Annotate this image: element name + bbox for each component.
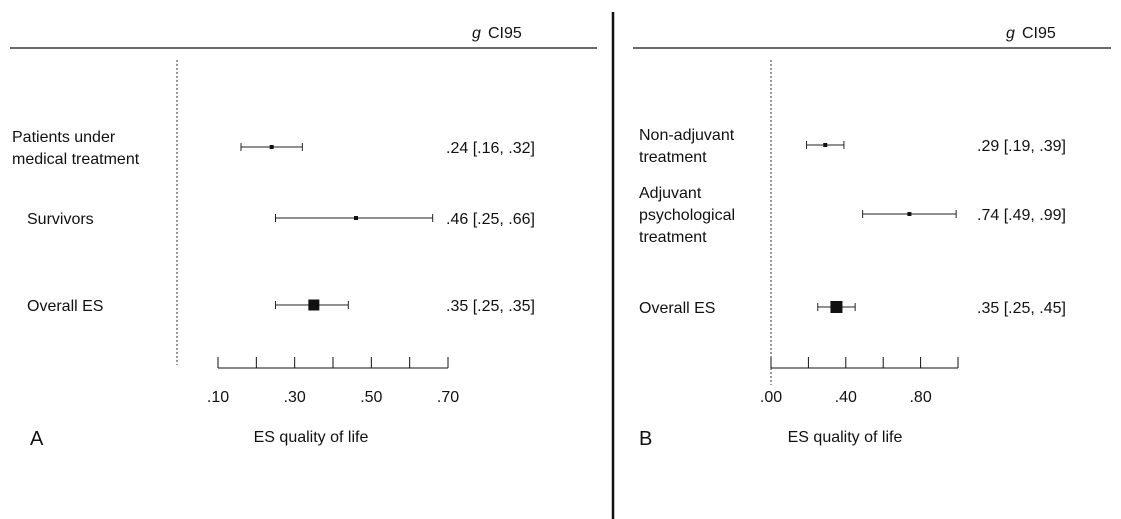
point-marker — [354, 216, 358, 220]
header-ci-label: CI95 — [488, 25, 522, 42]
header-g-label: g — [472, 25, 481, 42]
row-label: treatment — [639, 149, 707, 166]
x-tick-label: .30 — [284, 389, 306, 406]
row-label: Non-adjuvant — [639, 127, 735, 144]
x-tick-label: .70 — [437, 389, 459, 406]
panel-a: g CI95 Patients under medical treatment .24 … — [10, 25, 597, 450]
es-value-text: .29 [.19, .39] — [977, 138, 1066, 155]
row-label: treatment — [639, 229, 707, 246]
forest-row: Survivors .46 [.25, .66] — [27, 211, 535, 228]
x-tick-label: .00 — [760, 389, 782, 406]
x-tick-label: .50 — [360, 389, 382, 406]
row-label: Overall ES — [639, 300, 715, 317]
point-marker — [907, 212, 912, 216]
header-g-label: g — [1006, 25, 1015, 42]
es-value-text: .74 [.49, .99] — [977, 207, 1066, 224]
es-value-text: .46 [.25, .66] — [446, 211, 535, 228]
x-tick-label: .40 — [835, 389, 857, 406]
forest-row: Overall ES .35 [.25, .45] — [639, 300, 1066, 317]
panel-letter: B — [639, 428, 652, 450]
row-label: psychological — [639, 207, 735, 224]
forest-row: Adjuvant psychological treatment .74 [.49, … — [639, 185, 1066, 246]
x-tick-label: .10 — [207, 389, 229, 406]
forest-row: Patients under medical treatment .24 [.16,… — [12, 129, 535, 168]
es-value-text: .35 [.25, .35] — [446, 298, 535, 315]
row-label: Patients under — [12, 129, 116, 146]
panel-letter: A — [30, 428, 44, 450]
es-value-text: .35 [.25, .45] — [977, 300, 1066, 317]
panel-b: g CI95 Non-adjuvant treatment .29 [.19, .39]… — [633, 25, 1111, 450]
forest-row: Non-adjuvant treatment .29 [.19, .39] — [639, 127, 1066, 166]
row-label: medical treatment — [12, 151, 140, 168]
point-marker — [269, 145, 274, 149]
row-label: Overall ES — [27, 298, 103, 315]
row-label: Survivors — [27, 211, 94, 228]
x-tick-label: .80 — [909, 389, 931, 406]
summary-marker — [308, 299, 320, 311]
header-ci-label: CI95 — [1022, 25, 1056, 42]
point-marker — [823, 143, 828, 147]
summary-marker — [830, 301, 843, 313]
forest-row: Overall ES .35 [.25, .35] — [27, 298, 535, 315]
x-axis-label: ES quality of life — [254, 429, 369, 446]
x-axis-label: ES quality of life — [788, 429, 903, 446]
row-label: Adjuvant — [639, 185, 702, 202]
es-value-text: .24 [.16, .32] — [446, 140, 535, 157]
